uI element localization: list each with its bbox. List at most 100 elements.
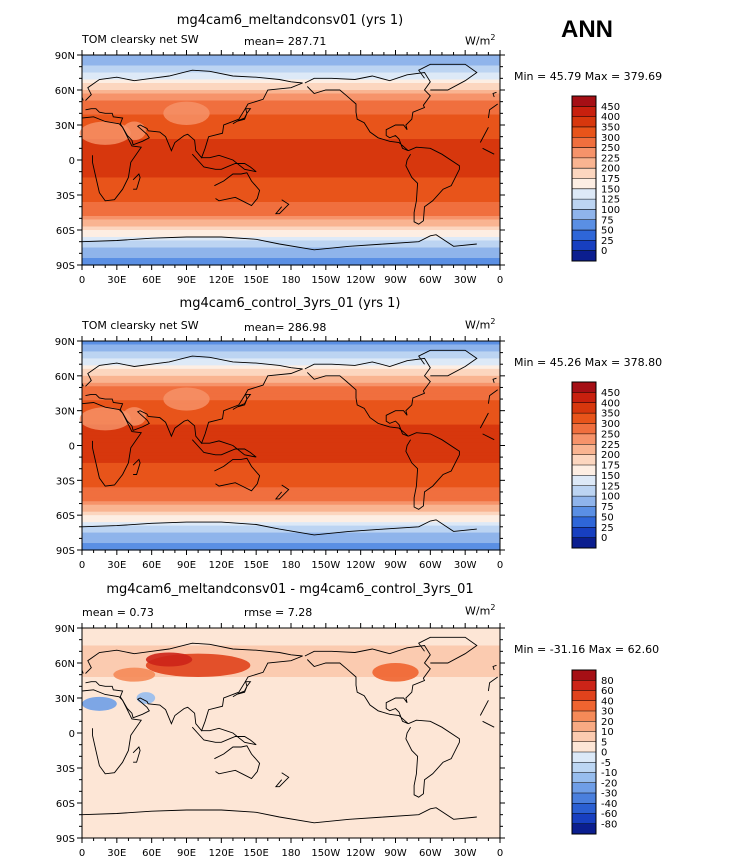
colorbar-swatch <box>572 250 596 262</box>
y-tick-label: 60S <box>56 799 75 810</box>
coastline <box>487 103 498 119</box>
zonal-band <box>82 181 500 186</box>
zonal-band <box>82 389 500 394</box>
zonal-band <box>82 757 500 762</box>
x-tick-label: 90W <box>384 275 407 286</box>
zonal-band <box>82 414 500 419</box>
colorbar-label: -10 <box>601 768 617 779</box>
colorbar-swatch <box>572 382 596 393</box>
zonal-band <box>82 121 500 126</box>
coastline <box>232 108 252 125</box>
zonal-band <box>82 111 500 116</box>
zonal-band <box>82 483 500 488</box>
zonal-band <box>82 62 500 67</box>
zonal-band <box>82 442 500 447</box>
zonal-band <box>82 715 500 720</box>
panel3-units: W/m2 <box>465 603 496 618</box>
x-tick-label: 0 <box>497 848 503 859</box>
coastline <box>132 746 141 763</box>
anomaly-region <box>372 663 419 682</box>
colorbar-swatch <box>572 126 596 138</box>
zonal-band <box>82 687 500 692</box>
colorbar-label: -5 <box>601 758 611 769</box>
zonal-band <box>82 247 500 252</box>
zonal-band <box>82 142 500 147</box>
colorbar-swatch <box>572 741 596 753</box>
coastline <box>191 153 257 173</box>
x-tick-label: 90E <box>177 275 196 286</box>
zonal-band <box>82 824 500 829</box>
colorbar-swatch <box>572 157 596 169</box>
panel2-mean: mean= 286.98 <box>244 321 327 334</box>
colorbar-label: 50 <box>601 226 614 237</box>
x-tick-label: 30E <box>107 848 126 859</box>
coastline <box>479 412 489 429</box>
x-tick-label: 90W <box>384 560 407 571</box>
panel3-minmax: Min = -31.16 Max = 62.60 <box>514 643 660 656</box>
x-tick-label: 90E <box>177 560 196 571</box>
panel2-field-label: TOM clearsky net SW <box>82 319 199 332</box>
zonal-band <box>82 743 500 748</box>
zonal-band <box>82 114 500 119</box>
y-tick-label: 60S <box>56 226 75 237</box>
colorbar-label: 25 <box>601 523 614 534</box>
zonal-band <box>82 680 500 685</box>
coastline <box>479 700 489 716</box>
colorbar-label: 0 <box>601 748 607 759</box>
colorbar-swatch <box>572 680 596 691</box>
colorbar-label: 450 <box>601 388 620 399</box>
y-tick-label: 60N <box>55 659 75 670</box>
colorbar-swatch <box>572 240 596 251</box>
colorbar-swatch <box>572 209 596 221</box>
zonal-band <box>82 163 500 168</box>
zonal-band <box>82 698 500 703</box>
coastline <box>214 745 261 780</box>
zonal-band <box>82 177 500 182</box>
zonal-band <box>82 86 500 91</box>
zonal-band <box>82 407 500 412</box>
colorbar-swatch <box>572 670 596 681</box>
colorbar-swatch <box>572 402 596 414</box>
panel3-title: mg4cam6_meltandconsv01 - mg4cam6_control… <box>106 582 474 597</box>
y-tick-label: 0 <box>69 156 75 167</box>
zonal-band <box>82 831 500 836</box>
y-tick-label: 0 <box>69 729 75 740</box>
x-tick-label: 0 <box>79 848 85 859</box>
colorbar-label: 100 <box>601 492 620 503</box>
zonal-band <box>82 354 500 360</box>
x-tick-label: 30W <box>454 848 477 859</box>
colorbar-label: 25 <box>601 236 614 247</box>
zonal-band <box>82 198 500 203</box>
zonal-band <box>82 539 500 544</box>
zonal-band <box>82 435 500 440</box>
zonal-band <box>82 403 500 408</box>
zonal-band <box>82 635 500 640</box>
x-tick-label: 120W <box>346 560 375 571</box>
x-tick-label: 120W <box>346 848 375 859</box>
colorbar-swatch <box>572 454 596 466</box>
colorbar-label: 175 <box>601 174 620 185</box>
colorbar-label: 300 <box>601 133 620 144</box>
coastline <box>418 636 478 664</box>
panel2-units: W/m2 <box>465 317 496 332</box>
zonal-band <box>82 188 500 193</box>
colorbar-swatch <box>572 506 596 518</box>
zonal-band <box>82 694 500 699</box>
colorbar-label: 225 <box>601 153 620 164</box>
zonal-band <box>82 400 500 405</box>
zonal-band <box>82 813 500 818</box>
zonal-band <box>82 375 500 380</box>
zonal-band <box>82 104 500 109</box>
x-tick-label: 60W <box>419 848 442 859</box>
zonal-band <box>82 421 500 426</box>
zonal-band <box>82 195 500 200</box>
zonal-band <box>82 806 500 811</box>
zonal-band <box>82 785 500 790</box>
zonal-band <box>82 368 500 373</box>
colorbar-swatch <box>572 711 596 722</box>
panel2-minmax: Min = 45.26 Max = 378.80 <box>514 356 663 369</box>
coastlines <box>82 349 498 536</box>
zonal-band <box>82 69 500 74</box>
zonal-band <box>82 775 500 780</box>
